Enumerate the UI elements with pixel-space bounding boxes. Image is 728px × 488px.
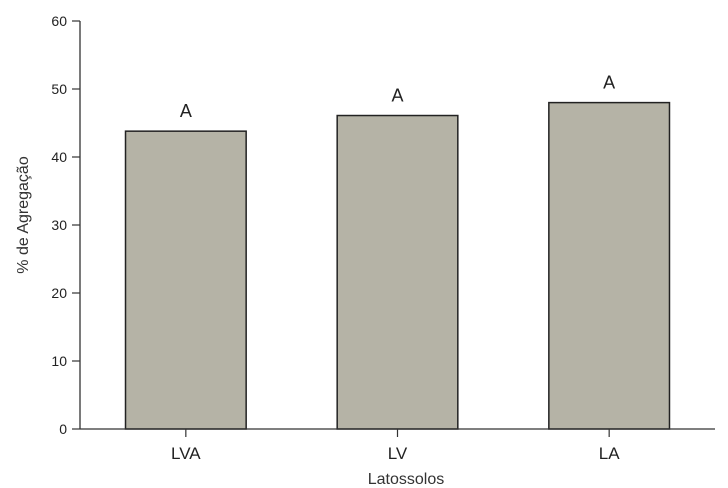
bar-la — [548, 101, 671, 430]
y-axis: 0 10 20 30 40 50 60 — [51, 13, 81, 437]
data-label-lva: A — [180, 101, 192, 121]
x-axis-title: Latossolos — [368, 471, 445, 488]
bar-lv — [336, 114, 459, 430]
y-tick-label: 0 — [59, 421, 67, 437]
x-tick-label-lv: LV — [388, 444, 408, 463]
y-axis-title: % de Agregação — [15, 156, 32, 274]
y-tick-label: 50 — [51, 81, 67, 97]
bar-lva — [124, 130, 247, 430]
x-axis: LVA LV LA — [80, 428, 715, 463]
data-label-la: A — [603, 73, 615, 93]
y-tick-label: 20 — [51, 285, 67, 301]
y-tick-label: 30 — [51, 217, 67, 233]
y-tick-label: 10 — [51, 353, 67, 369]
data-label-lv: A — [391, 86, 403, 106]
y-tick-label: 60 — [51, 13, 67, 29]
y-tick-label: 40 — [51, 149, 67, 165]
x-tick-label-lva: LVA — [171, 444, 201, 463]
x-tick-label-la: LA — [599, 444, 620, 463]
bars: A A A — [124, 73, 671, 430]
